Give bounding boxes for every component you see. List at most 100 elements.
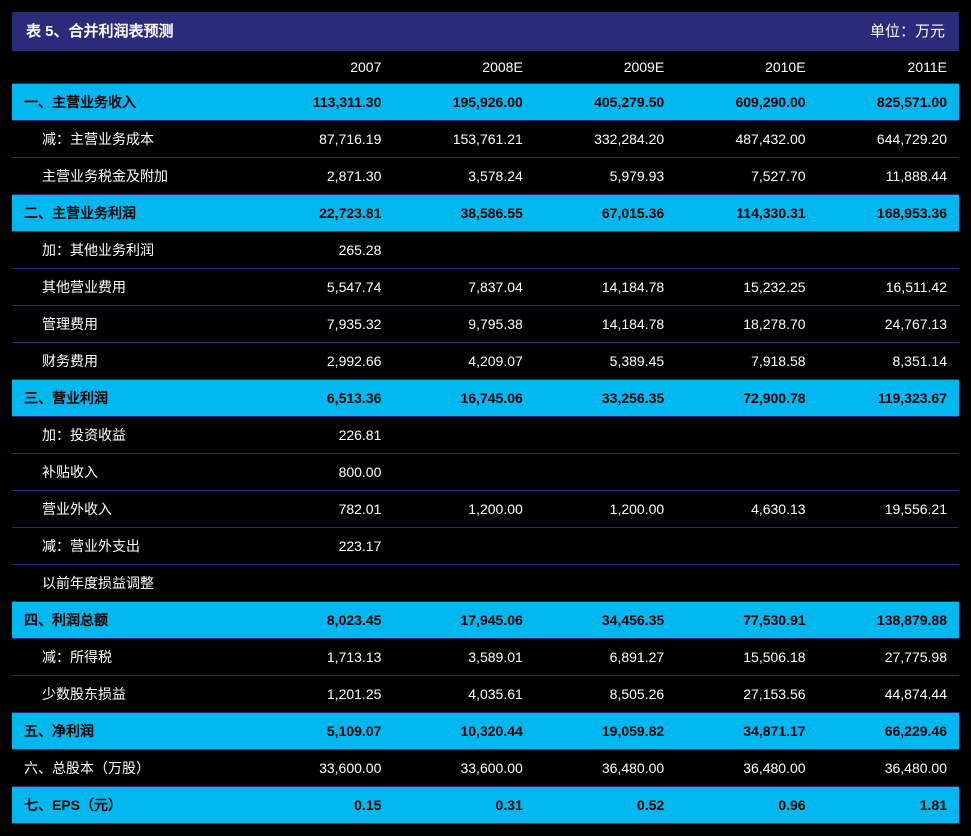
cell-value: 644,729.20 xyxy=(818,121,959,158)
table-row: 主营业务税金及附加2,871.303,578.245,979.937,527.7… xyxy=(12,158,959,195)
table-unit: 单位：万元 xyxy=(870,20,945,41)
table-row: 加：其他业务利润265.28 xyxy=(12,232,959,269)
cell-value: 782.01 xyxy=(252,491,393,528)
table-row: 四、利润总额8,023.4517,945.0634,456.3577,530.9… xyxy=(12,602,959,639)
table-row: 补贴收入800.00 xyxy=(12,454,959,491)
row-label: 管理费用 xyxy=(12,306,252,343)
cell-value: 3,578.24 xyxy=(393,158,534,195)
row-label: 其他营业费用 xyxy=(12,269,252,306)
income-statement-table: 表 5、合并利润表预测 单位：万元 20072008E2009E2010E201… xyxy=(12,12,959,824)
cell-value: 67,015.36 xyxy=(535,195,676,232)
table-row: 五、净利润5,109.0710,320.4419,059.8234,871.17… xyxy=(12,713,959,750)
table-row: 减：所得税1,713.133,589.016,891.2715,506.1827… xyxy=(12,639,959,676)
cell-value: 5,979.93 xyxy=(535,158,676,195)
table-title-bar: 表 5、合并利润表预测 单位：万元 xyxy=(12,12,959,51)
cell-value: 195,926.00 xyxy=(393,84,534,121)
table-row: 一、主营业务收入113,311.30195,926.00405,279.5060… xyxy=(12,84,959,121)
cell-value: 2007 xyxy=(252,51,393,84)
cell-value: 1,200.00 xyxy=(535,491,676,528)
cell-value: 1.81 xyxy=(818,787,959,824)
cell-value: 19,059.82 xyxy=(535,713,676,750)
cell-value xyxy=(676,232,817,269)
row-label: 补贴收入 xyxy=(12,454,252,491)
table-row: 管理费用7,935.329,795.3814,184.7818,278.7024… xyxy=(12,306,959,343)
cell-value: 2009E xyxy=(535,51,676,84)
row-label: 七、EPS（元） xyxy=(12,787,252,824)
cell-value: 4,630.13 xyxy=(676,491,817,528)
row-label xyxy=(12,51,252,84)
cell-value: 10,320.44 xyxy=(393,713,534,750)
table-row: 减：主营业务成本87,716.19153,761.21332,284.20487… xyxy=(12,121,959,158)
cell-value: 33,256.35 xyxy=(535,380,676,417)
cell-value xyxy=(535,454,676,491)
row-label: 以前年度损益调整 xyxy=(12,565,252,602)
cell-value: 4,035.61 xyxy=(393,676,534,713)
cell-value xyxy=(676,565,817,602)
cell-value: 332,284.20 xyxy=(535,121,676,158)
cell-value: 33,600.00 xyxy=(252,750,393,787)
cell-value xyxy=(676,454,817,491)
table-row: 二、主营业务利润22,723.8138,586.5567,015.36114,3… xyxy=(12,195,959,232)
table-row: 少数股东损益1,201.254,035.618,505.2627,153.564… xyxy=(12,676,959,713)
data-table: 20072008E2009E2010E2011E一、主营业务收入113,311.… xyxy=(12,51,959,824)
cell-value: 22,723.81 xyxy=(252,195,393,232)
cell-value: 6,513.36 xyxy=(252,380,393,417)
cell-value xyxy=(818,528,959,565)
row-label: 少数股东损益 xyxy=(12,676,252,713)
cell-value: 33,600.00 xyxy=(393,750,534,787)
cell-value: 44,874.44 xyxy=(818,676,959,713)
row-label: 六、总股本（万股） xyxy=(12,750,252,787)
table-row: 加：投资收益226.81 xyxy=(12,417,959,454)
cell-value xyxy=(252,565,393,602)
cell-value xyxy=(535,417,676,454)
cell-value: 5,109.07 xyxy=(252,713,393,750)
row-label: 主营业务税金及附加 xyxy=(12,158,252,195)
cell-value: 2010E xyxy=(676,51,817,84)
cell-value xyxy=(676,528,817,565)
cell-value: 36,480.00 xyxy=(818,750,959,787)
cell-value: 487,432.00 xyxy=(676,121,817,158)
row-label: 三、营业利润 xyxy=(12,380,252,417)
cell-value: 77,530.91 xyxy=(676,602,817,639)
cell-value: 0.31 xyxy=(393,787,534,824)
cell-value: 34,871.17 xyxy=(676,713,817,750)
cell-value xyxy=(818,232,959,269)
row-label: 加：投资收益 xyxy=(12,417,252,454)
cell-value: 11,888.44 xyxy=(818,158,959,195)
cell-value xyxy=(535,232,676,269)
cell-value: 0.15 xyxy=(252,787,393,824)
table-row: 六、总股本（万股）33,600.0033,600.0036,480.0036,4… xyxy=(12,750,959,787)
cell-value: 1,201.25 xyxy=(252,676,393,713)
cell-value: 72,900.78 xyxy=(676,380,817,417)
cell-value: 168,953.36 xyxy=(818,195,959,232)
cell-value xyxy=(393,565,534,602)
cell-value: 27,153.56 xyxy=(676,676,817,713)
table-title: 表 5、合并利润表预测 xyxy=(26,20,174,41)
cell-value: 19,556.21 xyxy=(818,491,959,528)
cell-value: 825,571.00 xyxy=(818,84,959,121)
cell-value: 15,232.25 xyxy=(676,269,817,306)
table-row: 以前年度损益调整 xyxy=(12,565,959,602)
cell-value: 405,279.50 xyxy=(535,84,676,121)
cell-value: 36,480.00 xyxy=(535,750,676,787)
cell-value: 0.96 xyxy=(676,787,817,824)
cell-value: 2008E xyxy=(393,51,534,84)
cell-value xyxy=(818,454,959,491)
cell-value xyxy=(393,528,534,565)
cell-value xyxy=(535,528,676,565)
cell-value: 87,716.19 xyxy=(252,121,393,158)
cell-value: 223.17 xyxy=(252,528,393,565)
row-label: 减：主营业务成本 xyxy=(12,121,252,158)
cell-value: 138,879.88 xyxy=(818,602,959,639)
cell-value: 114,330.31 xyxy=(676,195,817,232)
cell-value: 6,891.27 xyxy=(535,639,676,676)
cell-value: 3,589.01 xyxy=(393,639,534,676)
cell-value: 14,184.78 xyxy=(535,306,676,343)
cell-value: 800.00 xyxy=(252,454,393,491)
cell-value: 7,918.58 xyxy=(676,343,817,380)
cell-value: 609,290.00 xyxy=(676,84,817,121)
cell-value xyxy=(393,454,534,491)
row-label: 减：所得税 xyxy=(12,639,252,676)
cell-value xyxy=(818,565,959,602)
table-row: 其他营业费用5,547.747,837.0414,184.7815,232.25… xyxy=(12,269,959,306)
